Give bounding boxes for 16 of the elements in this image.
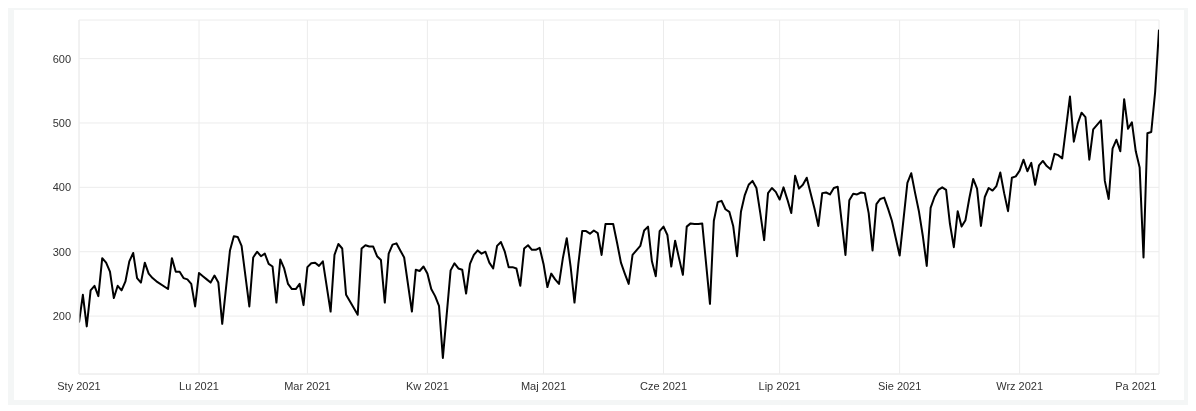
y-tick-label: 600 [52, 52, 71, 65]
y-tick-label: 400 [52, 181, 71, 194]
x-tick-label: Pa 2021 [1115, 379, 1157, 392]
x-tick-label: Mar 2021 [284, 379, 331, 392]
x-tick-label: Kw 2021 [405, 379, 449, 392]
x-tick-label: Wrz 2021 [996, 379, 1044, 392]
y-tick-label: 200 [52, 309, 71, 322]
x-tick-label: Maj 2021 [520, 379, 567, 392]
x-tick-label: Sty 2021 [57, 379, 101, 392]
x-tick-label: Sie 2021 [877, 379, 922, 392]
line-series [79, 28, 1159, 359]
x-tick-label: Lip 2021 [758, 379, 801, 392]
x-tick-label: Cze 2021 [639, 379, 688, 392]
x-tick-label: Lu 2021 [179, 379, 219, 392]
y-tick-label: 500 [52, 116, 71, 129]
y-tick-label: 300 [52, 245, 71, 258]
